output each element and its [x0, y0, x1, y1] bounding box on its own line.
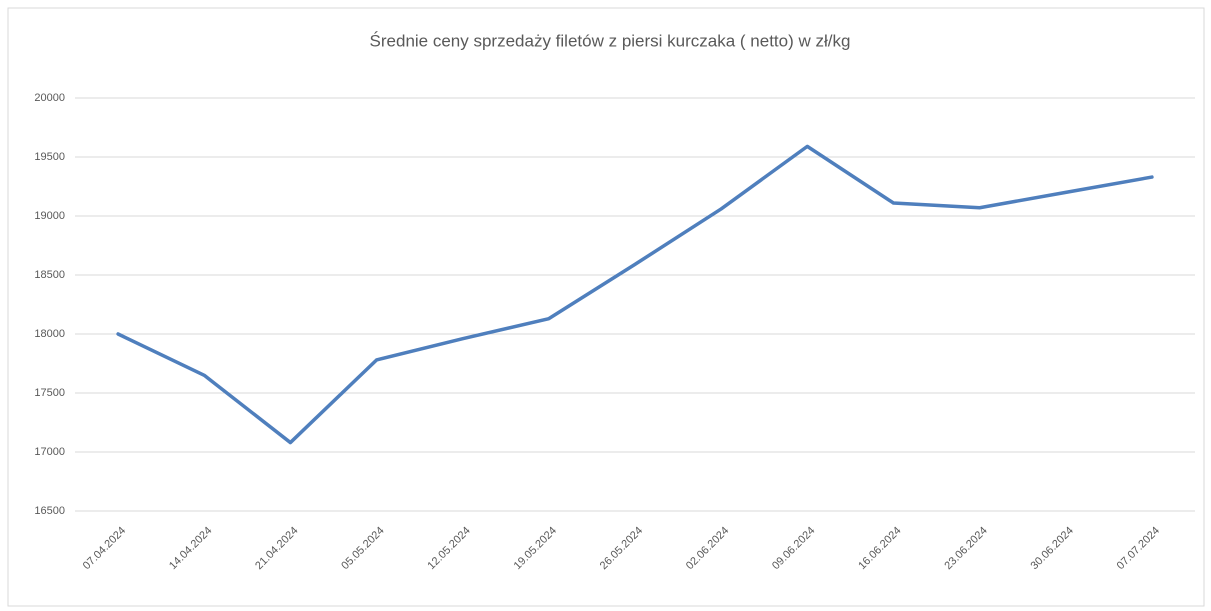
chart-border	[7, 7, 1205, 607]
y-tick-label: 20000	[34, 92, 65, 104]
y-tick-label: 19000	[34, 210, 65, 222]
line-series	[116, 144, 1154, 445]
y-tick-label: 16500	[34, 505, 65, 517]
y-tick-label: 18000	[34, 328, 65, 340]
y-tick-label: 19500	[34, 151, 65, 163]
y-tick-label: 17000	[34, 446, 65, 458]
y-tick-label: 18500	[34, 269, 65, 281]
chart-title: Średnie ceny sprzedaży filetów z piersi …	[370, 31, 851, 50]
y-tick-label: 17500	[34, 387, 65, 399]
